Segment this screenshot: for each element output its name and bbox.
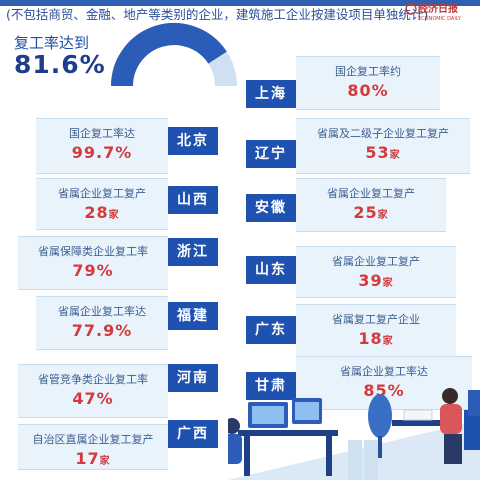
card-value: 17家	[75, 449, 111, 468]
card-shanghai: 国企复工率约 80%	[296, 56, 440, 110]
province-anhui: 安徽	[246, 194, 296, 222]
card-guangdong: 省属复工复产企业 18家	[296, 304, 456, 358]
card-shandong: 省属企业复工复产 39家	[296, 246, 456, 298]
card-label: 自治区直属企业复工复产	[32, 433, 154, 446]
province-shanxi: 山西	[168, 186, 218, 214]
worker-right-head	[442, 388, 458, 404]
svg-text:经济日报: 经济日报	[418, 2, 458, 15]
card-value: 79%	[72, 261, 114, 280]
top-accent-bar	[0, 0, 480, 6]
plant	[368, 394, 392, 438]
card-label: 省属保障类企业复工率	[38, 245, 148, 258]
card-label: 省属企业复工率达	[58, 305, 146, 318]
gauge-fill	[111, 23, 227, 87]
card-value: 39家	[358, 271, 394, 290]
province-zhejiang: 浙江	[168, 238, 218, 266]
card-liaoning: 省属及二级子企业复工复产 53家	[296, 118, 470, 174]
province-guangdong: 广东	[246, 316, 296, 344]
overall-rate-value: 81.6%	[14, 50, 106, 79]
card-henan: 省管竞争类企业复工率 47%	[18, 364, 168, 418]
card-label: 省属及二级子企业复工复产	[317, 127, 449, 140]
card-label: 国企复工率约	[335, 65, 401, 78]
card-zhejiang: 省属保障类企业复工率 79%	[18, 236, 168, 290]
card-label: 省属企业复工复产	[327, 187, 415, 200]
svg-text:ECONOMIC DAILY: ECONOMIC DAILY	[418, 16, 462, 22]
recovery-rate-gauge	[108, 14, 240, 94]
province-shanghai: 上海	[246, 80, 296, 108]
card-value: 47%	[72, 389, 114, 408]
card-label: 国企复工率达	[69, 127, 135, 140]
worker-left-head	[224, 418, 240, 434]
card-label: 省属企业复工复产	[332, 255, 420, 268]
card-beijing: 国企复工率达 99.7%	[36, 118, 168, 174]
card-label: 省属复工复产企业	[332, 313, 420, 326]
province-gansu: 甘肃	[246, 372, 296, 400]
province-beijing: 北京	[168, 127, 218, 155]
province-shandong: 山东	[246, 256, 296, 284]
subtitle-note: (不包括商贸、金融、地产等类别的企业，建筑施工企业按建设项目单独统计)	[6, 7, 429, 22]
overall-rate-label: 复工率达到	[14, 34, 90, 52]
card-value: 28家	[84, 203, 120, 222]
card-label: 省管竞争类企业复工率	[38, 373, 148, 386]
card-fujian: 省属企业复工率达 77.9%	[36, 296, 168, 350]
desk	[238, 430, 338, 436]
card-guangxi: 自治区直属企业复工复产 17家	[18, 424, 168, 470]
province-guangxi: 广西	[168, 420, 218, 448]
card-label: 省属企业复工率达	[340, 365, 428, 378]
desk-right	[392, 420, 452, 426]
card-value: 80%	[347, 81, 389, 100]
card-shanxi: 省属企业复工复产 28家	[36, 178, 168, 230]
card-anhui: 省属企业复工复产 25家	[296, 178, 446, 232]
card-value: 99.7%	[71, 143, 133, 162]
card-value: 77.9%	[71, 321, 133, 340]
economic-daily-logo: 经济日报 ECONOMIC DAILY	[404, 0, 474, 22]
card-value: 18家	[358, 329, 394, 348]
province-fujian: 福建	[168, 302, 218, 330]
card-value: 53家	[365, 143, 401, 162]
card-label: 省属企业复工复产	[58, 187, 146, 200]
card-value: 85%	[363, 381, 405, 400]
province-henan: 河南	[168, 364, 218, 392]
province-liaoning: 辽宁	[246, 140, 296, 168]
card-value: 25家	[353, 203, 389, 222]
office-workers-illustration	[224, 380, 480, 480]
